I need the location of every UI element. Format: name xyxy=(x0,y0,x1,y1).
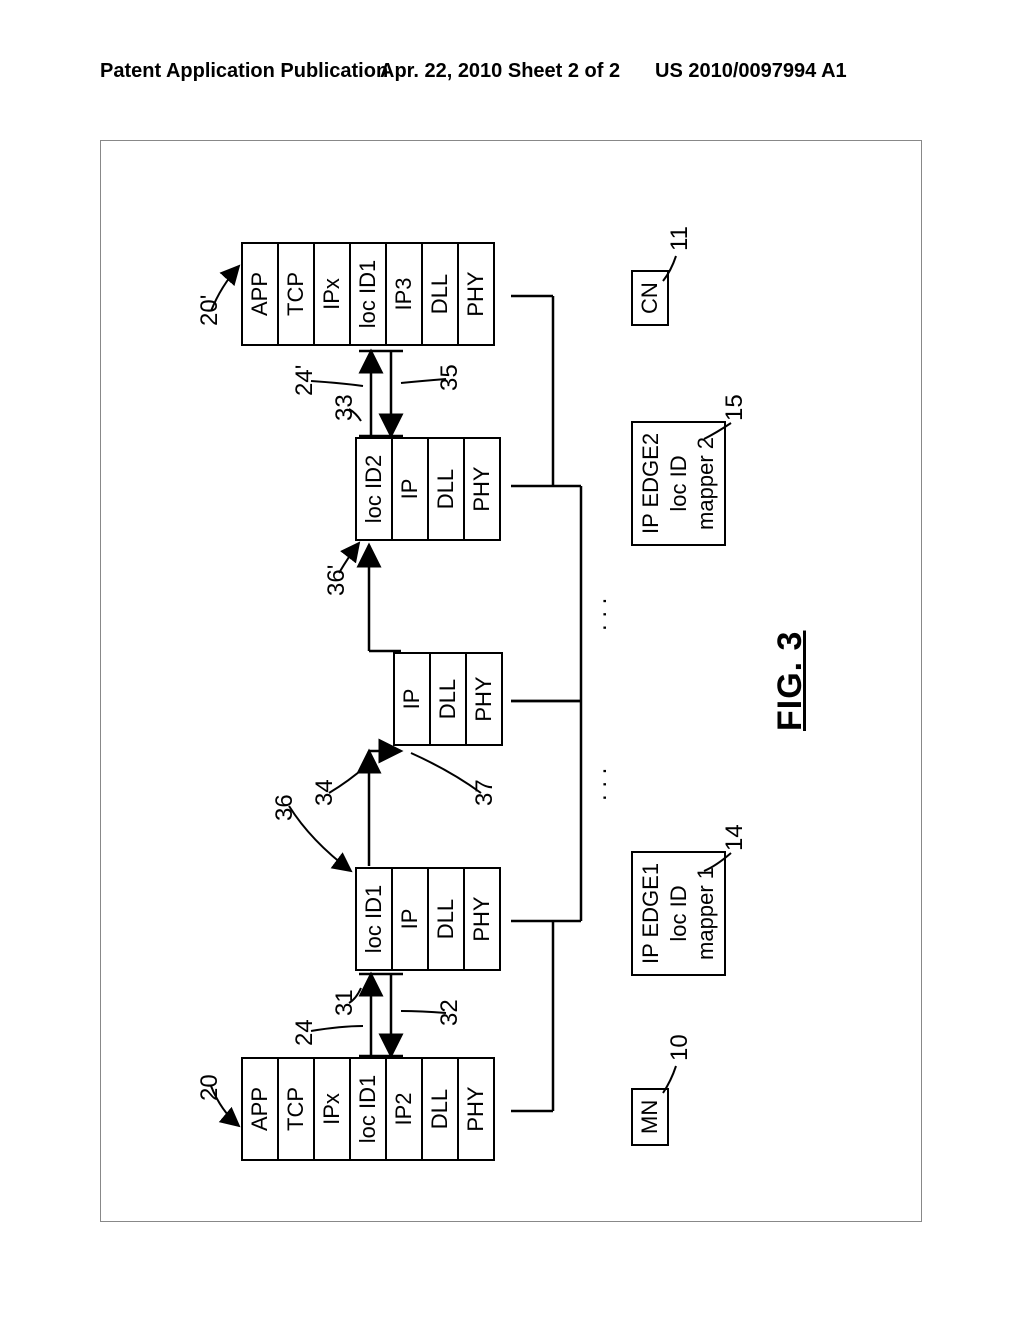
stack-mn: APP TCP IPx loc ID1 IP2 DLL PHY xyxy=(241,1057,495,1161)
ref-36p: 36' xyxy=(323,565,351,596)
stack-edge2: loc ID2 IP DLL PHY xyxy=(355,437,501,541)
ref-34: 34 xyxy=(311,779,339,806)
layer: loc ID2 xyxy=(357,439,393,539)
ref-33: 33 xyxy=(331,394,359,421)
ref-37: 37 xyxy=(471,779,499,806)
svg-text:. . .: . . . xyxy=(585,768,612,801)
layer: loc ID1 xyxy=(351,244,387,344)
layer: DLL xyxy=(429,439,465,539)
layer: IPx xyxy=(315,244,351,344)
layer: IP xyxy=(393,869,429,969)
ref-20p: 20' xyxy=(196,295,224,326)
layer: PHY xyxy=(459,244,493,344)
ref-35: 35 xyxy=(436,364,464,391)
ref-10: 10 xyxy=(666,1034,694,1061)
layer: IP2 xyxy=(387,1059,423,1159)
ref-15: 15 xyxy=(721,394,749,421)
layer: APP xyxy=(243,1059,279,1159)
header-mid: Apr. 22, 2010 Sheet 2 of 2 xyxy=(380,60,620,83)
layer: DLL xyxy=(431,654,467,744)
ref-24p: 24' xyxy=(291,365,319,396)
layer: PHY xyxy=(465,439,499,539)
node-cn: CN xyxy=(631,270,669,326)
ref-20: 20 xyxy=(196,1074,224,1101)
layer: IPx xyxy=(315,1059,351,1159)
layer: DLL xyxy=(423,1059,459,1159)
ref-32: 32 xyxy=(436,999,464,1026)
layer: DLL xyxy=(429,869,465,969)
header-left: Patent Application Publication xyxy=(100,60,388,83)
figure-page: APP TCP IPx loc ID1 IP2 DLL PHY loc ID1 … xyxy=(100,140,922,1222)
ref-11: 11 xyxy=(666,226,694,251)
layer: loc ID1 xyxy=(357,869,393,969)
layer: TCP xyxy=(279,244,315,344)
stack-cn: APP TCP IPx loc ID1 IP3 DLL PHY xyxy=(241,242,495,346)
node-edge1: IP EDGE1 loc ID mapper 1 xyxy=(631,851,726,976)
node-mn: MN xyxy=(631,1088,669,1146)
layer: loc ID1 xyxy=(351,1059,387,1159)
node-edge2: IP EDGE2 loc ID mapper 2 xyxy=(631,421,726,546)
header-right: US 2010/0097994 A1 xyxy=(655,60,847,83)
layer: IP3 xyxy=(387,244,423,344)
ref-24: 24 xyxy=(291,1019,319,1046)
layer: TCP xyxy=(279,1059,315,1159)
ref-14: 14 xyxy=(721,824,749,851)
layer: APP xyxy=(243,244,279,344)
ref-36: 36 xyxy=(271,794,299,821)
layer: IP xyxy=(393,439,429,539)
stack-router: IP DLL PHY xyxy=(393,652,503,746)
figure-canvas: APP TCP IPx loc ID1 IP2 DLL PHY loc ID1 … xyxy=(101,141,921,1221)
layer: PHY xyxy=(467,654,501,744)
layer: PHY xyxy=(459,1059,493,1159)
ref-31: 31 xyxy=(331,989,359,1016)
layer: IP xyxy=(395,654,431,744)
stack-edge1: loc ID1 IP DLL PHY xyxy=(355,867,501,971)
svg-text:. . .: . . . xyxy=(585,598,612,631)
layer: PHY xyxy=(465,869,499,969)
layer: DLL xyxy=(423,244,459,344)
figure-label: FIG. 3 xyxy=(771,631,810,731)
